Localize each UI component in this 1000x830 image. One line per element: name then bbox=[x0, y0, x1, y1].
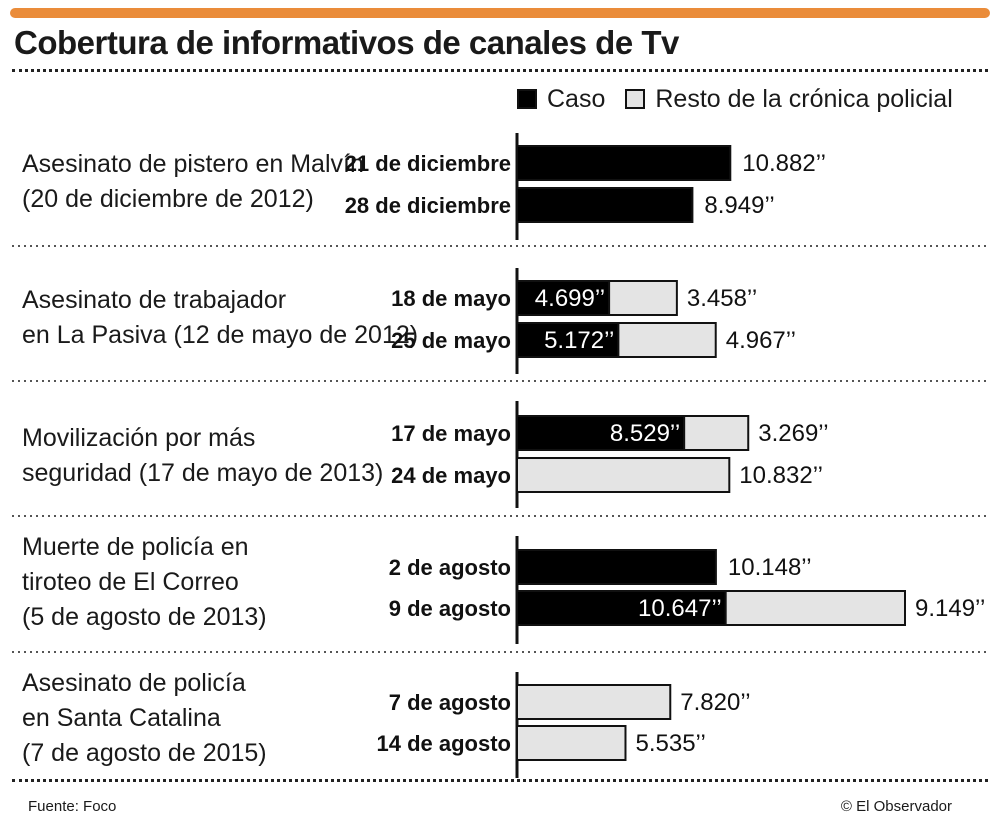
group-label-line: (5 de agosto de 2013) bbox=[22, 603, 267, 631]
legend-label-caso: Caso bbox=[547, 84, 606, 113]
bar-value-resto: 7.820’’ bbox=[680, 689, 750, 716]
date-label: 21 de diciembre bbox=[345, 151, 511, 176]
group-label: Asesinato de pistero en Malvín (20 de dic… bbox=[22, 147, 364, 217]
date-label: 25 de mayo bbox=[391, 328, 511, 353]
legend-swatch-caso bbox=[517, 89, 537, 109]
bar-resto bbox=[516, 725, 627, 761]
group-label: Asesinato de trabajador en La Pasiva (12 … bbox=[22, 283, 418, 353]
bar-value-resto: 10.832’’ bbox=[739, 462, 823, 489]
accent-bar bbox=[10, 8, 990, 18]
group-label-line: Asesinato de pistero en Malvín bbox=[22, 150, 364, 178]
bar-caso bbox=[516, 322, 620, 358]
title-divider bbox=[12, 69, 988, 72]
bar-value-resto: 3.269’’ bbox=[758, 420, 828, 447]
credit-note: © El Observador bbox=[840, 798, 952, 815]
group-label-line: Movilización por más bbox=[22, 424, 256, 452]
group-label-line: tiroteo de El Correo bbox=[22, 568, 239, 596]
date-label: 14 de agosto bbox=[377, 731, 511, 756]
date-label: 2 de agosto bbox=[389, 555, 511, 580]
bar-resto bbox=[683, 415, 750, 451]
bar-caso bbox=[516, 549, 717, 585]
bar-value-caso: 5.172’’ bbox=[544, 327, 614, 354]
bar-value-caso: 10.882’’ bbox=[742, 150, 826, 177]
bar-caso bbox=[516, 187, 694, 223]
group-label-line: (20 de diciembre de 2012) bbox=[22, 185, 314, 213]
bar-resto bbox=[516, 457, 731, 493]
source-note: Fuente: Foco bbox=[28, 798, 117, 815]
group-label-line: seguridad (17 de mayo de 2013) bbox=[22, 459, 384, 487]
bar-value-resto: 9.149’’ bbox=[915, 595, 985, 622]
group-label: Asesinato de policía en Santa Catalina (7 … bbox=[22, 666, 267, 771]
date-label: 24 de mayo bbox=[391, 463, 511, 488]
group-label: Movilización por más seguridad (17 de may… bbox=[22, 421, 383, 491]
bar-value-caso: 10.647’’ bbox=[638, 595, 722, 622]
legend: Caso Resto de la crónica policial bbox=[517, 84, 973, 114]
group-label-line: (7 de agosto de 2015) bbox=[22, 739, 267, 767]
group-label-line: Muerte de policía en bbox=[22, 533, 249, 561]
bar-resto bbox=[608, 280, 678, 316]
date-label: 9 de agosto bbox=[389, 596, 511, 621]
date-label: 28 de diciembre bbox=[345, 193, 511, 218]
bar-value-caso: 4.699’’ bbox=[535, 285, 605, 312]
bar-caso bbox=[516, 280, 611, 316]
bar-resto bbox=[516, 684, 672, 720]
bar-caso bbox=[516, 145, 732, 181]
date-label: 18 de mayo bbox=[391, 286, 511, 311]
bar-value-resto: 4.967’’ bbox=[726, 327, 796, 354]
bar-value-caso: 10.148’’ bbox=[728, 554, 812, 581]
legend-item-caso: Caso bbox=[517, 85, 605, 114]
legend-swatch-resto bbox=[625, 89, 646, 109]
date-label: 17 de mayo bbox=[391, 421, 511, 446]
bar-value-resto: 3.458’’ bbox=[687, 285, 757, 312]
date-label: 7 de agosto bbox=[389, 690, 511, 715]
bar-resto bbox=[617, 322, 717, 358]
group-label-line: Asesinato de trabajador bbox=[22, 286, 287, 314]
group-label: Muerte de policía en tiroteo de El Correo… bbox=[22, 530, 267, 635]
group-label-line: Asesinato de policía bbox=[22, 669, 246, 697]
group-label-line: en La Pasiva (12 de mayo de 2012) bbox=[22, 321, 419, 349]
chart-title: Cobertura de informativos de canales de … bbox=[14, 24, 679, 61]
legend-label-resto: Resto de la crónica policial bbox=[655, 84, 953, 113]
bar-value-caso: 8.949’’ bbox=[704, 192, 774, 219]
group-label-line: en Santa Catalina bbox=[22, 704, 221, 732]
bar-resto bbox=[724, 590, 907, 626]
legend-item-resto: Resto de la crónica policial bbox=[625, 84, 953, 114]
bottom-divider bbox=[12, 779, 988, 782]
bar-value-resto: 5.535’’ bbox=[635, 730, 705, 757]
bar-value-caso: 8.529’’ bbox=[610, 420, 680, 447]
